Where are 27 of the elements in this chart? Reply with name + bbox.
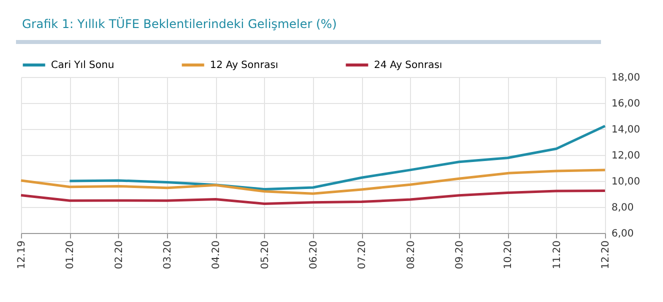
x-tick-label: 02.20 <box>114 240 125 270</box>
x-tick-label: 04.20 <box>211 240 222 270</box>
x-tick-label: 05.20 <box>260 240 271 270</box>
x-tick-label: 10.20 <box>503 240 514 270</box>
y-tick-label: 10,00 <box>612 176 640 188</box>
x-tick-label: 09.20 <box>454 240 466 270</box>
chart-title: Grafik 1: Yıllık TÜFE Beklentilerindeki Gelişmeler (%) <box>22 17 337 31</box>
x-tick-label: 07.20 <box>357 240 368 270</box>
x-tick-label: 08.20 <box>406 240 417 270</box>
x-tick-label: 03.20 <box>162 240 174 270</box>
line-series <box>68 124 606 190</box>
x-tick-label: 01.20 <box>65 240 76 270</box>
legend-label: 12 Ay Sonrası <box>210 60 278 71</box>
line-series <box>20 168 606 195</box>
x-tick-label: 06.20 <box>308 240 320 270</box>
legend-label: Cari Yıl Sonu <box>51 60 114 71</box>
legend-label: 24 Ay Sonrası <box>374 60 442 71</box>
x-tick-label: 12.19 <box>16 240 28 270</box>
x-tick-label: 11.20 <box>552 240 563 270</box>
y-tick-label: 16,00 <box>612 98 640 110</box>
y-tick-label: 8,00 <box>612 202 634 214</box>
line-series <box>20 190 606 205</box>
y-tick-label: 6,00 <box>612 228 634 240</box>
y-tick-label: 18,00 <box>612 72 640 84</box>
x-tick-label: 12.20 <box>600 240 612 270</box>
y-tick-label: 12,00 <box>612 150 640 162</box>
y-tick-label: 14,00 <box>612 124 640 136</box>
